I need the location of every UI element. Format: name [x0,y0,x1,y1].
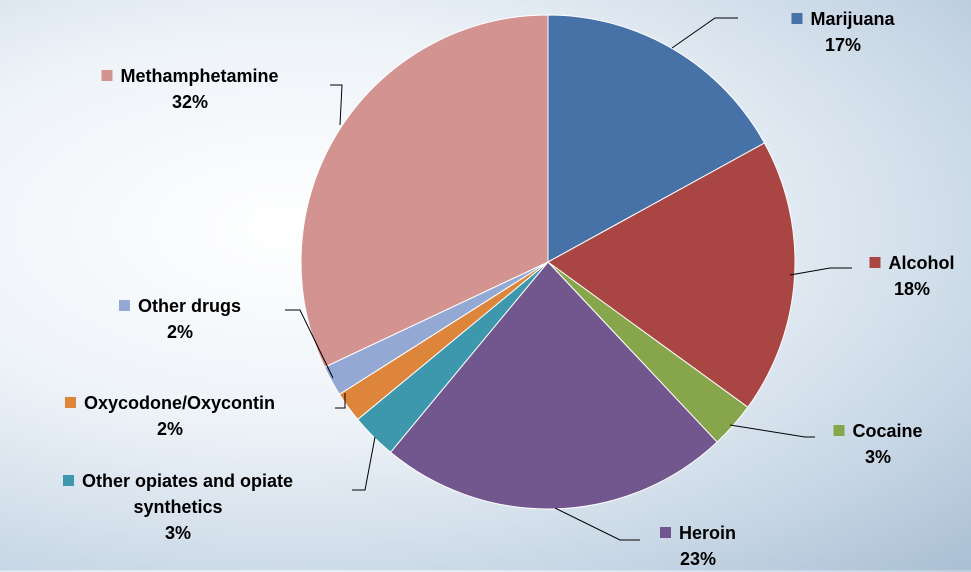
category-label: Other drugs [138,296,241,316]
leader-line [352,437,375,490]
value-label: 17% [825,35,861,55]
value-label: 2% [157,419,183,439]
legend-swatch [63,475,74,486]
data-label: Marijuana 17% [791,6,894,58]
value-label: 32% [172,92,208,112]
category-label: Methamphetamine [120,66,278,86]
category-label: Oxycodone/Oxycontin [84,393,275,413]
data-label: Other drugs 2% [119,293,241,345]
value-label: 2% [167,322,193,342]
legend-swatch [101,70,112,81]
category-label: Other opiates and opiate synthetics [82,471,293,517]
leader-line [730,425,815,437]
value-label: 23% [680,549,716,569]
legend-swatch [791,13,802,24]
data-label: Oxycodone/Oxycontin 2% [65,390,275,442]
leader-line [330,85,342,125]
data-label: Heroin 23% [660,520,736,572]
legend-swatch [870,257,881,268]
legend-swatch [660,527,671,538]
page: Marijuana 17% Alcohol 18% Cocaine 3% Heroin 23%… [0,0,971,570]
legend-swatch [119,300,130,311]
value-label: 3% [165,523,191,543]
leader-line [790,268,852,275]
category-label: Heroin [679,523,736,543]
category-label: Cocaine [852,421,922,441]
category-label: Marijuana [810,9,894,29]
legend-swatch [65,397,76,408]
value-label: 18% [894,279,930,299]
data-label: Other opiates and opiate synthetics 3% [28,468,328,546]
value-label: 3% [865,447,891,467]
data-label: Alcohol 18% [870,250,955,302]
leader-line [672,18,738,48]
data-label: Cocaine 3% [833,418,922,470]
category-label: Alcohol [889,253,955,273]
legend-swatch [833,425,844,436]
leader-line [555,508,640,540]
data-label: Methamphetamine 32% [101,63,278,115]
